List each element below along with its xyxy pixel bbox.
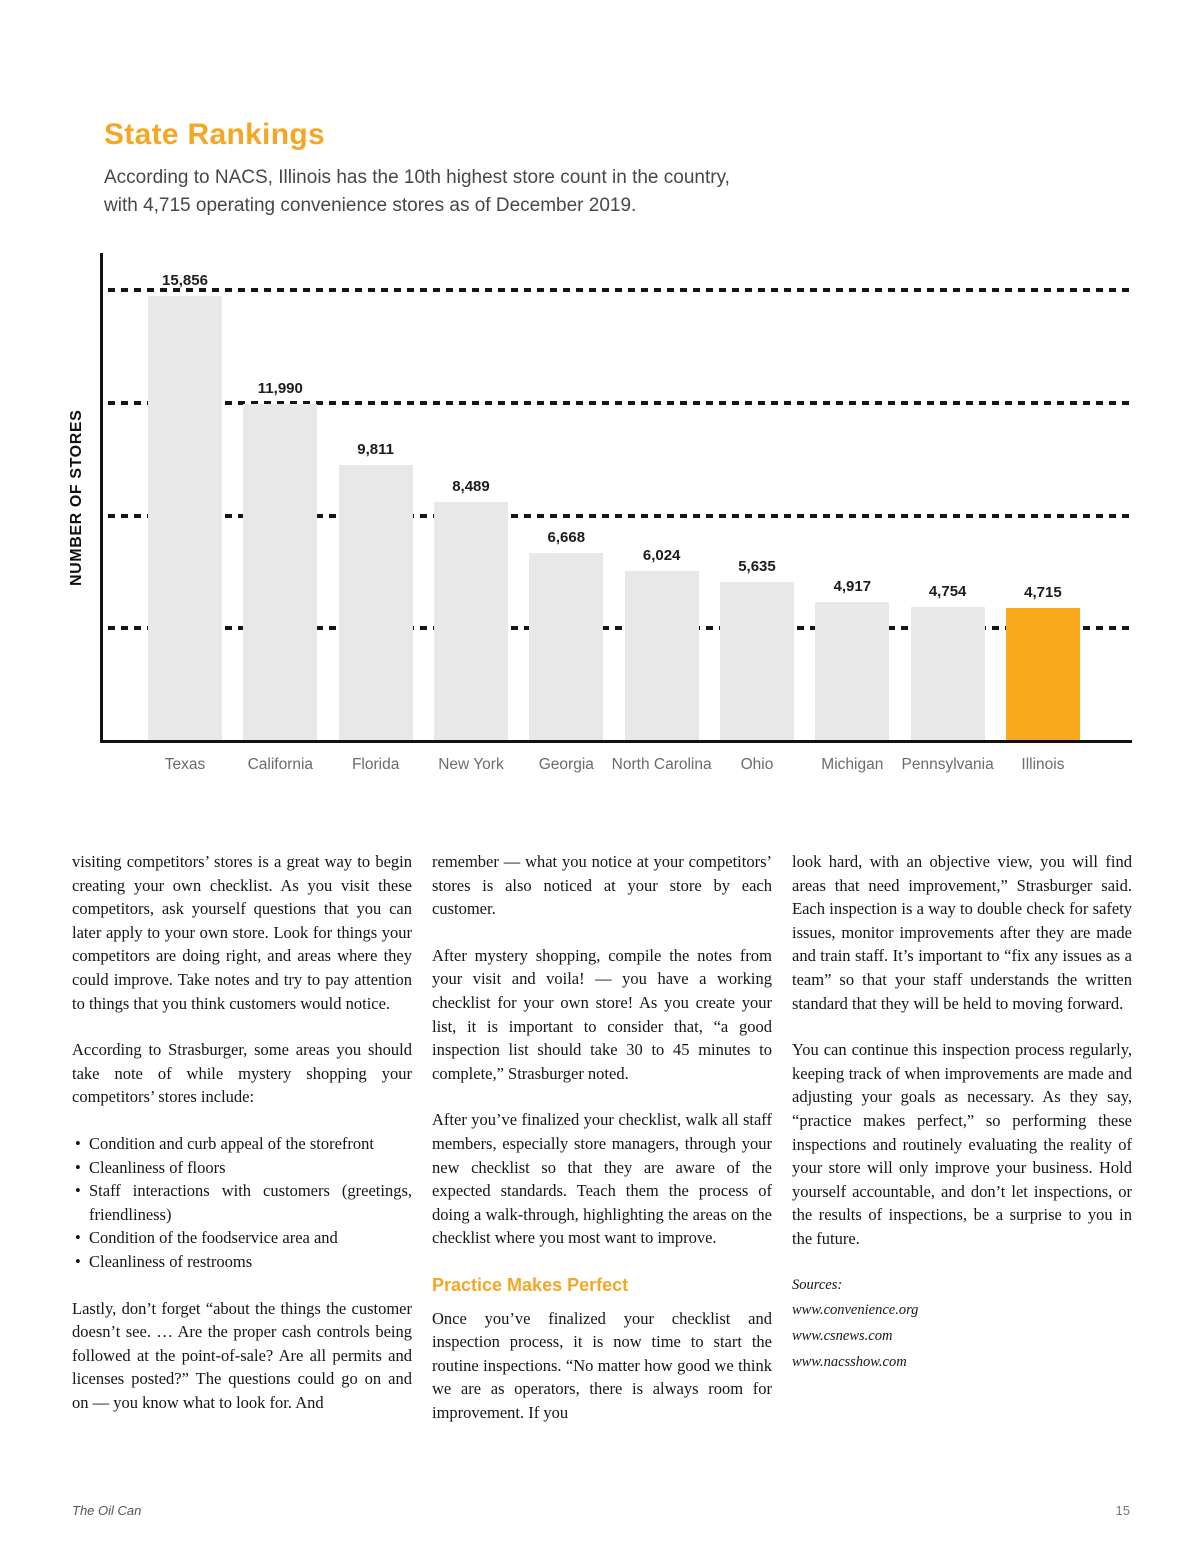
source-link: www.nacsshow.com — [792, 1354, 907, 1371]
article-column-3: look hard, with an objective view, you w… — [792, 850, 1132, 1448]
paragraph: After you’ve finalized your checklist, w… — [432, 1110, 772, 1248]
paragraph: Lastly, don’t forget “about the things t… — [72, 1298, 412, 1412]
paragraph: look hard, with an objective view, you w… — [792, 852, 1132, 1013]
article-column-1: visiting competitors’ stores is a great … — [72, 850, 412, 1448]
y-axis-label: NUMBER OF STORES — [68, 409, 85, 587]
bar-category-label: Michigan — [821, 756, 884, 773]
bar-category-label: Pennsylvania — [901, 756, 994, 773]
bar — [243, 404, 318, 740]
bullet-list: Condition and curb appeal of the storefr… — [72, 1132, 412, 1274]
bar — [433, 502, 508, 740]
bar-category-label: Florida — [351, 756, 400, 773]
bar-value-label: 5,635 — [738, 558, 776, 576]
paragraph: According to Strasburger, some areas you… — [72, 1040, 412, 1107]
bar-value-label: 4,715 — [1024, 583, 1062, 601]
bars-row: 15,856 Texas 11,990 California 9,811 Flo… — [100, 253, 1132, 773]
bullet-item: Cleanliness of restrooms — [72, 1250, 412, 1274]
paragraph: After mystery shopping, compile the note… — [432, 945, 772, 1083]
bar-value-label: 4,754 — [928, 582, 967, 600]
bullet-item: Condition and curb appeal of the storefr… — [72, 1132, 412, 1156]
bar-value-label: 11,990 — [257, 380, 303, 398]
sources-block: Sources: www.convenience.org www.csnews.… — [792, 1274, 1132, 1376]
bar-value-label: 4,917 — [833, 578, 872, 596]
bullet-item: Condition of the foodservice area and — [72, 1226, 412, 1250]
bar-category-label: Texas — [164, 756, 206, 773]
bar-chart: 15,856 Texas 11,990 California 9,811 Flo… — [100, 253, 1132, 773]
page-subtitle: According to NACS, Illinois has the 10th… — [104, 167, 730, 216]
bar — [719, 582, 794, 740]
bar — [529, 553, 604, 740]
bar-group: 5,635 Ohio — [719, 253, 794, 773]
bar-value-label: 6,668 — [547, 529, 586, 547]
bar-category-label: Ohio — [740, 756, 774, 773]
bar-value-label: 8,489 — [452, 478, 490, 496]
article-body: visiting competitors’ stores is a great … — [72, 850, 1132, 1448]
y-axis-line — [100, 253, 103, 743]
bar-category-label: New York — [438, 756, 504, 773]
section-heading: Practice Makes Perfect — [432, 1274, 629, 1295]
publication-name: The Oil Can — [72, 1503, 142, 1518]
paragraph: remember — what you notice at your compe… — [432, 852, 772, 919]
bar — [624, 571, 699, 740]
bar-highlighted — [1005, 607, 1080, 740]
paragraph: visiting competitors’ stores is a great … — [72, 852, 412, 1013]
bar-category-label: Georgia — [538, 756, 594, 773]
bullet-item: Staff interactions with customers (greet… — [72, 1179, 412, 1226]
paragraph: You can continue this inspection process… — [792, 1040, 1132, 1248]
gridline — [108, 513, 1132, 518]
bar — [910, 606, 985, 740]
bar — [148, 296, 222, 740]
bar-value-label: 9,811 — [357, 441, 395, 459]
page-header: State Rankings According to NACS, Illino… — [104, 118, 804, 220]
gridline — [108, 288, 1132, 293]
x-axis-line — [100, 740, 1132, 743]
bar-category-label: California — [247, 756, 314, 773]
bar-group: 4,754 Pennsylvania — [902, 253, 994, 773]
sources-label: Sources: — [792, 1276, 843, 1293]
source-link: www.csnews.com — [792, 1328, 893, 1345]
article-column-2: remember — what you notice at your compe… — [432, 850, 772, 1448]
bar-category-label: Illinois — [1021, 756, 1065, 773]
page-number: 15 — [1115, 1503, 1130, 1518]
source-link: www.convenience.org — [792, 1302, 919, 1319]
bar-group: 4,917 Michigan — [815, 253, 890, 773]
bar-group: 15,856 Texas — [148, 253, 222, 773]
bar — [338, 465, 413, 740]
bar-group: 11,990 California — [243, 253, 318, 773]
bullet-item: Cleanliness of floors — [72, 1156, 412, 1180]
bar-group: 6,024 North Carolina — [612, 253, 712, 773]
bar-group: 8,489 New York — [433, 253, 508, 773]
bar-group: 9,811 Florida — [338, 253, 413, 773]
bar-value-label: 6,024 — [642, 547, 681, 565]
gridline — [108, 400, 1132, 405]
bar-group: 4,715 Illinois — [1005, 253, 1080, 773]
bar-group: 6,668 Georgia — [529, 253, 604, 773]
bar — [815, 602, 890, 740]
page-title: State Rankings — [104, 118, 325, 151]
paragraph: Once you’ve finalized your checklist and… — [432, 1308, 772, 1423]
bar-value-label: 15,856 — [162, 272, 208, 289]
gridline — [108, 626, 1132, 631]
bar-category-label: North Carolina — [611, 756, 712, 773]
